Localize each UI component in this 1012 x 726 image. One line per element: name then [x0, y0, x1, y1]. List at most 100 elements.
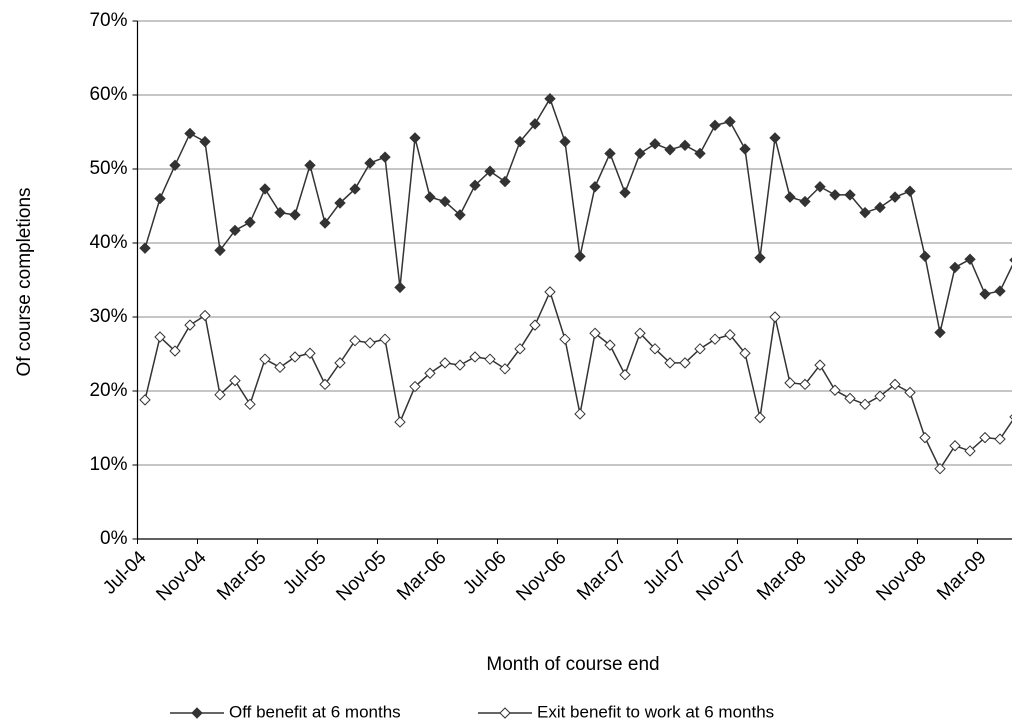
data-point	[409, 132, 421, 144]
data-point	[634, 147, 646, 160]
data-point	[139, 394, 151, 406]
data-point	[499, 363, 511, 375]
y-tick-label: 10%	[89, 454, 127, 475]
data-point	[454, 359, 466, 371]
x-axis-title: Month of course end	[486, 654, 659, 675]
data-point	[334, 357, 346, 369]
data-point	[364, 157, 376, 169]
data-point	[859, 398, 871, 411]
data-point	[394, 416, 406, 428]
data-point	[349, 334, 361, 347]
x-tick-label: Jul-06	[459, 547, 510, 598]
data-point	[829, 189, 841, 201]
data-point	[739, 143, 751, 155]
data-point	[169, 159, 181, 172]
data-point	[439, 195, 451, 208]
data-point	[754, 411, 766, 424]
data-point	[799, 378, 811, 391]
x-tick-label: Nov-08	[872, 547, 930, 605]
data-point	[964, 253, 976, 265]
data-point	[484, 353, 496, 365]
data-point	[244, 398, 256, 411]
data-point	[904, 185, 916, 197]
data-point	[889, 378, 901, 391]
data-point	[889, 191, 901, 203]
data-point	[574, 250, 586, 263]
legend-label: Exit benefit to work at 6 months	[537, 702, 774, 721]
data-point	[514, 135, 526, 148]
x-tick-label: Jul-07	[639, 547, 690, 598]
data-point	[349, 183, 361, 195]
data-point	[139, 242, 151, 254]
data-point	[934, 326, 946, 339]
legend-marker	[191, 707, 203, 719]
data-point	[274, 206, 286, 219]
data-point	[814, 181, 826, 193]
data-point	[394, 281, 406, 294]
data-point	[409, 380, 421, 393]
data-point	[709, 333, 721, 345]
x-tick-label: Nov-05	[332, 547, 390, 605]
data-point	[694, 147, 706, 160]
data-point	[724, 115, 736, 128]
y-tick-label: 30%	[89, 306, 127, 327]
y-tick-label: 40%	[89, 232, 127, 253]
data-point	[784, 191, 796, 203]
x-tick-label: Jul-05	[279, 547, 330, 598]
x-tick-label: Mar-09	[933, 547, 990, 604]
data-point	[589, 327, 601, 339]
x-tick-label: Nov-07	[692, 547, 750, 605]
data-point	[949, 261, 961, 274]
y-tick-label: 20%	[89, 380, 127, 401]
data-point	[154, 331, 166, 343]
data-point	[334, 197, 346, 209]
data-point	[244, 216, 256, 228]
data-point	[214, 388, 226, 401]
data-point	[664, 357, 676, 369]
data-point	[994, 433, 1006, 445]
x-tick-label: Mar-07	[573, 547, 630, 604]
data-point	[274, 361, 286, 374]
data-point	[844, 392, 856, 405]
data-point	[979, 431, 991, 444]
data-point	[589, 181, 601, 193]
y-tick-label: 70%	[89, 10, 127, 31]
data-point	[874, 390, 886, 402]
data-point	[289, 351, 301, 363]
data-point	[754, 252, 766, 264]
data-point	[469, 351, 481, 363]
data-point	[154, 192, 166, 205]
data-point	[769, 311, 781, 323]
data-point	[784, 377, 796, 389]
data-point	[859, 206, 871, 219]
data-point	[994, 285, 1006, 297]
data-point	[919, 250, 931, 263]
data-point	[364, 337, 376, 349]
data-point	[379, 333, 391, 345]
data-point	[679, 357, 691, 369]
data-point	[529, 319, 541, 331]
data-point	[319, 378, 331, 391]
data-point	[724, 329, 736, 341]
data-point	[559, 135, 571, 148]
data-point	[679, 139, 691, 152]
data-point	[514, 343, 526, 355]
data-point	[904, 386, 916, 399]
x-tick-label: Mar-05	[213, 547, 270, 604]
data-point	[259, 353, 271, 365]
data-point	[649, 138, 661, 150]
data-point	[694, 343, 706, 355]
x-tick-label: Mar-08	[753, 547, 810, 604]
data-point	[484, 165, 496, 177]
data-point	[874, 201, 886, 214]
data-point	[169, 345, 181, 357]
data-point	[454, 209, 466, 221]
data-point	[469, 179, 481, 191]
data-point	[949, 440, 961, 452]
data-point	[619, 369, 631, 381]
data-point	[619, 186, 631, 199]
data-point	[769, 132, 781, 144]
data-point	[664, 144, 676, 156]
data-point	[229, 224, 241, 237]
